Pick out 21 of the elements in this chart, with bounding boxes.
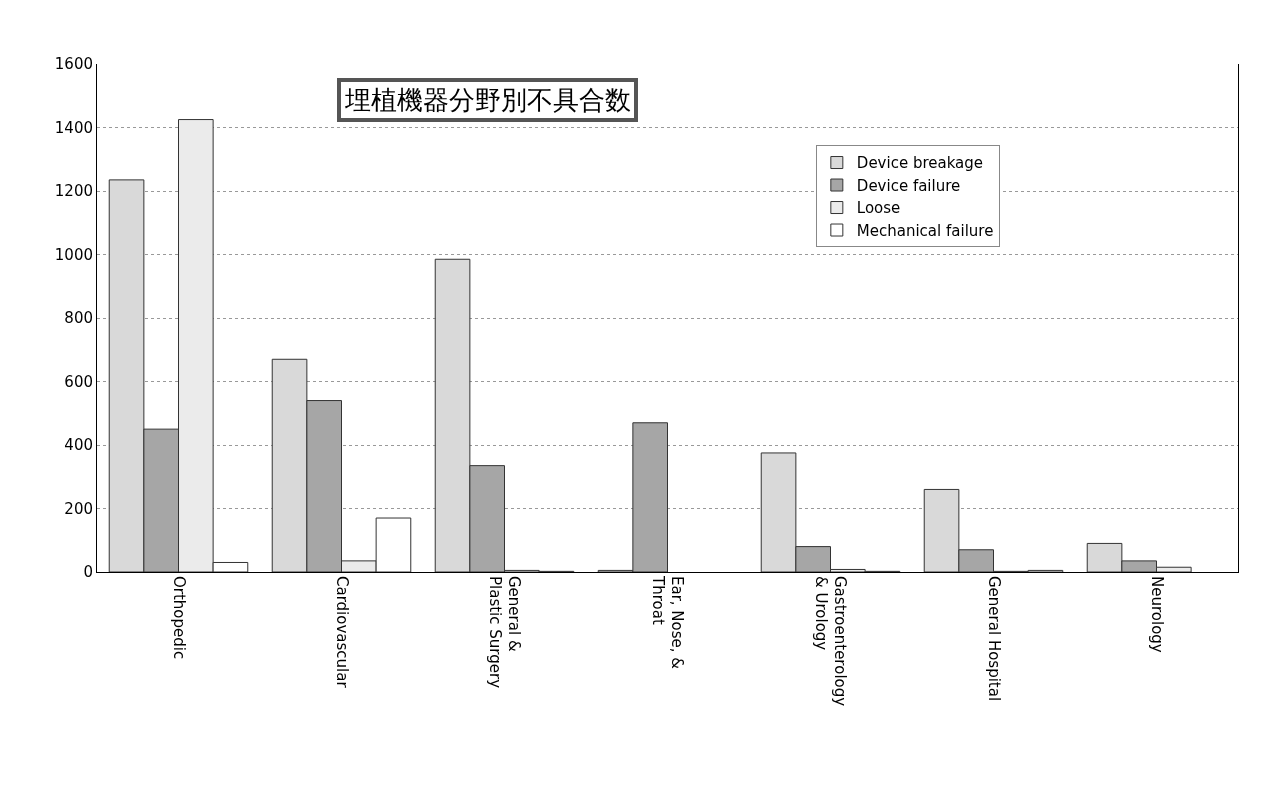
x-tick-label: Gastroenterology & Urology <box>811 576 850 707</box>
y-tick-label: 1000 <box>54 245 93 264</box>
x-tick-label: General & Plastic Surgery <box>485 576 524 689</box>
y-tick-label: 1600 <box>54 55 93 74</box>
legend-label: Mechanical failure <box>856 221 994 240</box>
x-tick-label: Orthopedic <box>169 576 188 660</box>
legend-label: Device failure <box>856 176 961 195</box>
y-tick-label: 0 <box>83 563 93 582</box>
text: 埋植機器分野別不具合数 <box>344 85 631 115</box>
legend-label: Loose <box>856 199 901 218</box>
x-tick-label: Neurology <box>1147 576 1166 653</box>
x-tick-label: General Hospital <box>984 576 1003 702</box>
y-tick-label: 600 <box>64 372 93 391</box>
y-tick-label: 400 <box>64 436 93 455</box>
legend-label: Device breakage <box>856 154 984 173</box>
y-tick-label: 1400 <box>54 118 93 137</box>
x-tick-label: Ear, Nose, & Throat <box>648 575 687 670</box>
y-tick-label: 1200 <box>54 182 93 201</box>
y-tick-label: 200 <box>64 499 93 518</box>
x-tick-label: Cardiovascular <box>332 576 351 689</box>
y-tick-label: 800 <box>64 309 93 328</box>
